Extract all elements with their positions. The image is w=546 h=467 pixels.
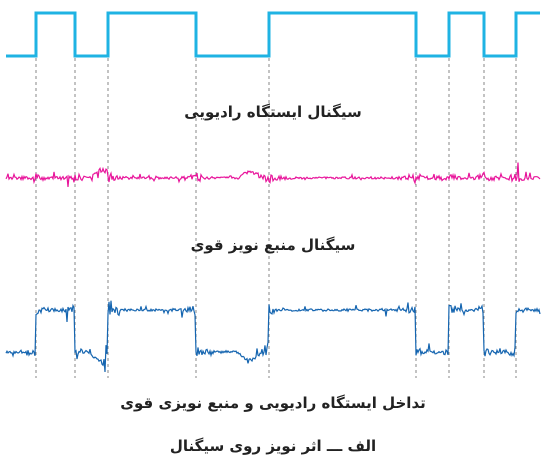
radio-station-signal-trace <box>5 162 541 187</box>
figure-caption: الف ـــ اثر نویز روی سیگنال <box>169 437 377 455</box>
interference-label: تداخل ایستگاه رادیویی و منبع نویزی قوی <box>120 394 426 412</box>
square-wave-signal <box>6 11 540 58</box>
radio-signal-label: سیگنال ایستگاه رادیویی <box>184 103 362 121</box>
noise-signal-label: سیگنال منبع نویز قوی <box>190 236 356 254</box>
interference-signal-trace <box>5 300 541 373</box>
